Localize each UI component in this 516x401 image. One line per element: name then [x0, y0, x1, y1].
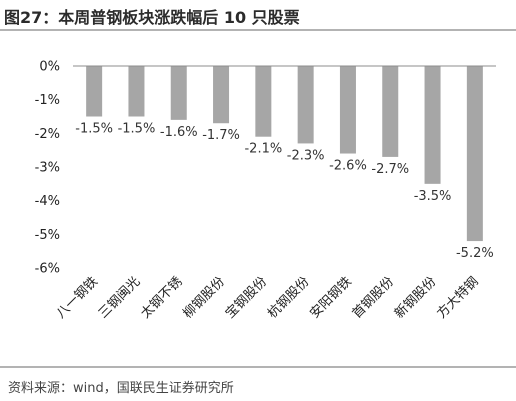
category-label: 杭钢股份 [265, 274, 312, 321]
bar [382, 66, 399, 157]
data-label: -1.5% [75, 122, 113, 137]
data-labels: -1.5% -1.5% -1.6% -1.7% -2.1% -2.3% -2.6% -2.7%… [75, 122, 493, 262]
category-label: 方大特钢 [434, 274, 482, 322]
y-tick-label: -1% [35, 93, 60, 108]
y-axis-ticks: 0% -1% -2% -3% -4% -5% -6% [35, 60, 60, 277]
category-label: 八一钢铁 [54, 274, 101, 321]
data-label: -2.7% [371, 162, 409, 177]
bar [170, 66, 187, 120]
data-label: -2.6% [329, 159, 367, 174]
category-label: 安阳钢铁 [307, 274, 354, 321]
title-rule [0, 29, 516, 31]
category-label: 柳钢股份 [180, 274, 227, 321]
category-label: 首钢股份 [350, 274, 397, 321]
y-tick-label: -2% [35, 127, 60, 142]
bar-series [86, 66, 483, 242]
data-label: -3.5% [414, 189, 452, 204]
bar-chart: 0% -1% -2% -3% -4% -5% -6% -1.5% -1.5% -1.6% -1.7… [35, 60, 496, 322]
bar [255, 66, 272, 137]
y-tick-label: -3% [35, 161, 60, 176]
bar [213, 66, 230, 124]
bar [297, 66, 314, 144]
bar [128, 66, 145, 117]
y-tick-label: -4% [35, 194, 60, 209]
source-note: 资料来源：wind，国联民生证券研究所 [8, 381, 234, 396]
y-tick-label: -6% [35, 262, 60, 277]
data-label: -1.6% [160, 125, 198, 140]
data-label: -1.7% [202, 128, 240, 143]
category-label: 新钢股份 [391, 274, 439, 322]
category-label: 宝钢股份 [223, 274, 270, 321]
footer-rule [0, 366, 516, 368]
bar [339, 66, 356, 154]
y-tick-label: -5% [35, 228, 60, 243]
data-label: -1.5% [118, 122, 156, 137]
figure-title: 图27：本周普钢板块涨跌幅后 10 只股票 [4, 8, 300, 27]
data-label: -2.1% [244, 142, 282, 157]
data-label: -2.3% [287, 148, 325, 163]
y-tick-label: 0% [39, 60, 60, 75]
data-label: -5.2% [456, 246, 494, 261]
bar [424, 66, 441, 184]
bar [86, 66, 103, 117]
category-label: 太钢不锈 [138, 274, 185, 321]
bar [466, 66, 483, 242]
category-label: 三钢闽光 [96, 274, 143, 321]
